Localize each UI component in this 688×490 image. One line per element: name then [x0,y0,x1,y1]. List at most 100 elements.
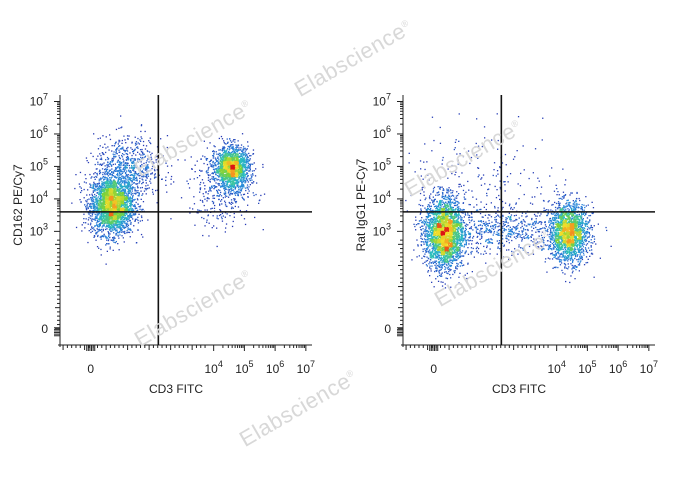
event-dot [131,209,133,211]
event-dot [255,168,257,170]
event-dot [107,199,109,202]
event-dot [132,151,134,153]
event-dot [138,192,140,194]
event-dot [118,249,120,251]
event-dot [123,170,125,172]
event-dot [118,139,120,141]
event-dot [228,165,231,167]
event-dot [134,172,136,174]
event-dot [237,140,239,142]
event-dot [85,208,88,210]
event-dot [235,157,238,159]
event-dot [231,206,233,208]
event-dot [101,212,103,215]
event-dot [225,160,228,162]
event-dot [126,163,128,165]
event-dot [222,172,224,174]
event-dot [125,223,127,226]
event-dot [127,199,129,201]
event-dot [113,225,115,227]
event-dot [235,167,237,169]
event-dot [92,187,94,189]
event-dot [240,147,242,149]
event-dot [232,151,234,153]
event-dot [93,204,95,206]
event-dot [221,138,224,140]
event-dot [232,177,234,180]
event-dot [108,186,110,188]
event-dot [237,150,239,152]
event-dot [135,154,137,156]
event-dot [93,176,95,178]
event-dot [222,149,224,151]
event-dot [214,186,216,189]
event-dot [244,187,247,189]
event-dot [236,146,238,149]
event-dot [227,169,229,171]
event-dot [232,155,234,157]
event-dot [118,149,120,151]
event-dot [202,234,204,237]
event-dot [107,198,109,200]
event-dot [223,188,225,190]
event-dot [238,172,241,174]
event-dot [103,212,105,214]
event-dot [94,172,96,174]
event-dot [112,163,114,166]
event-dot [221,203,223,205]
event-dot [244,170,246,172]
event-dot [93,183,95,185]
event-dot [105,185,108,187]
event-dot [91,213,94,216]
event-dot [238,175,241,178]
event-dot [222,173,224,175]
event-dot [126,197,128,199]
event-dot [126,213,128,215]
event-dot [136,198,139,200]
event-dot [189,178,191,180]
event-dot [230,176,232,179]
event-dot [147,158,149,160]
event-dot [125,225,127,227]
event-dot [119,196,121,198]
event-dot [223,183,225,185]
event-dot [147,219,149,221]
event-dot [219,209,221,211]
event-dot [127,207,129,209]
event-dot [91,220,93,222]
event-dot [125,203,128,205]
event-dot [139,149,142,151]
event-dot [119,234,121,236]
event-dot [130,204,132,206]
event-dot [115,141,117,143]
event-dot [96,186,98,188]
event-dot [106,194,108,197]
event-dot [133,170,135,172]
event-dot [108,200,110,203]
event-dot [126,217,128,219]
event-dot [133,166,135,168]
event-dot [141,183,143,185]
event-dot [102,199,104,202]
event-dot [90,198,93,200]
event-dot [239,192,241,194]
event-dot [125,192,128,194]
event-dot [112,159,114,161]
event-dot [118,176,120,178]
event-dot [247,158,249,160]
event-dot [129,179,131,181]
event-dot [156,202,158,204]
event-dot [235,164,237,166]
event-dot [151,188,154,191]
event-dot [121,189,124,191]
event-dot [102,202,104,204]
event-dot [120,184,122,186]
event-dot [222,177,224,179]
event-dot [109,233,111,235]
event-dot [238,147,240,149]
event-dot [241,171,243,173]
event-dot [238,173,240,175]
event-dot [245,166,248,169]
event-dot [119,181,122,183]
event-dot [129,203,131,205]
